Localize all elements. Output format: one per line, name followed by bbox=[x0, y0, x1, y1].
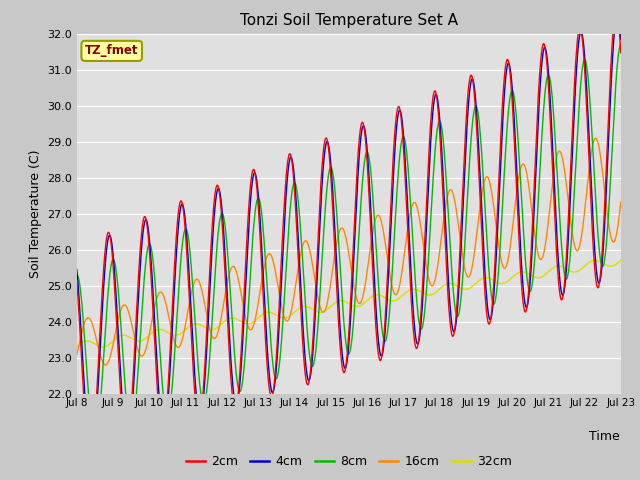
Title: Tonzi Soil Temperature Set A: Tonzi Soil Temperature Set A bbox=[240, 13, 458, 28]
X-axis label: Time: Time bbox=[589, 430, 620, 443]
Y-axis label: Soil Temperature (C): Soil Temperature (C) bbox=[29, 149, 42, 278]
Text: TZ_fmet: TZ_fmet bbox=[85, 44, 138, 58]
Legend: 2cm, 4cm, 8cm, 16cm, 32cm: 2cm, 4cm, 8cm, 16cm, 32cm bbox=[181, 450, 516, 473]
